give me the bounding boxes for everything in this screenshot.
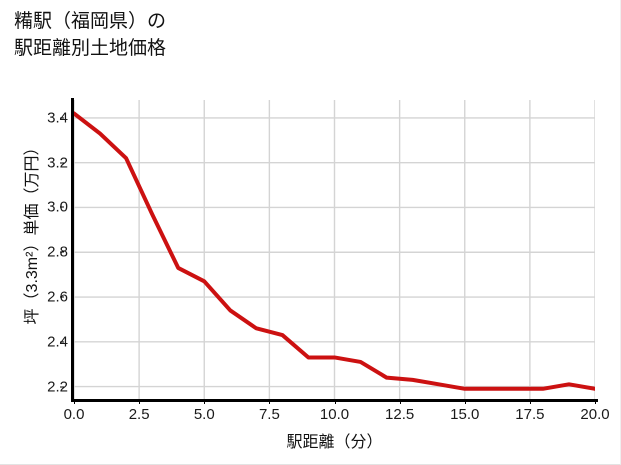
- x-axis-title: 駅距離（分）: [286, 434, 383, 451]
- chart-line-svg: [74, 100, 595, 400]
- title-line-2: 駅距離別土地価格: [14, 38, 167, 59]
- x-tick-label: 17.5: [515, 406, 545, 423]
- x-tick-label: 12.5: [385, 406, 415, 423]
- y-tick-mark: [60, 296, 64, 298]
- y-tick-label: 3.4: [47, 109, 68, 127]
- y-tick-mark: [60, 206, 64, 208]
- y-tick-label: 3.2: [47, 154, 68, 172]
- x-tick-label: 15.0: [450, 406, 480, 423]
- y-tick-mark: [60, 162, 64, 164]
- y-tick-mark: [60, 341, 64, 343]
- y-tick-mark: [60, 117, 64, 119]
- page-title: 糒駅（福岡県）の 駅距離別土地価格: [14, 8, 574, 62]
- x-tick-mark: [399, 400, 401, 404]
- x-tick-mark: [595, 400, 596, 404]
- plot-area: [74, 100, 595, 400]
- x-tick-mark: [74, 400, 75, 404]
- y-tick-label: 2.6: [47, 288, 68, 306]
- x-tick-mark: [334, 400, 336, 404]
- y-tick-label: 2.8: [47, 243, 68, 261]
- grid-lines: [74, 100, 595, 400]
- data-line-series-1: [74, 111, 595, 391]
- x-tick-mark: [204, 400, 206, 404]
- x-tick-mark: [529, 400, 531, 404]
- y-axis-spine: [71, 98, 74, 402]
- y-tick-label: 3.0: [47, 198, 68, 216]
- title-line-1: 糒駅（福岡県）の: [14, 11, 167, 32]
- x-tick-label: 10.0: [319, 406, 350, 423]
- y-tick-label: 2.2: [47, 378, 68, 396]
- x-tick-mark: [464, 400, 466, 404]
- x-tick-mark: [269, 400, 271, 404]
- x-tick-label: 5.0: [193, 406, 215, 423]
- y-tick-label: 2.4: [47, 333, 68, 351]
- y-tick-mark: [60, 251, 64, 253]
- y-axis-title: 坪（3.3m²）単価（万円）: [24, 139, 41, 325]
- x-tick-mark: [139, 400, 141, 404]
- x-tick-label: 7.5: [258, 406, 280, 423]
- x-tick-label: 20.0: [580, 406, 610, 423]
- y-tick-mark: [60, 386, 64, 388]
- x-tick-label: 2.5: [128, 406, 150, 423]
- y-axis-ticks: 2.2 2.4 2.6 2.8 3.0 3.2 3.4: [8, 0, 68, 465]
- x-tick-label: 0.0: [63, 406, 85, 423]
